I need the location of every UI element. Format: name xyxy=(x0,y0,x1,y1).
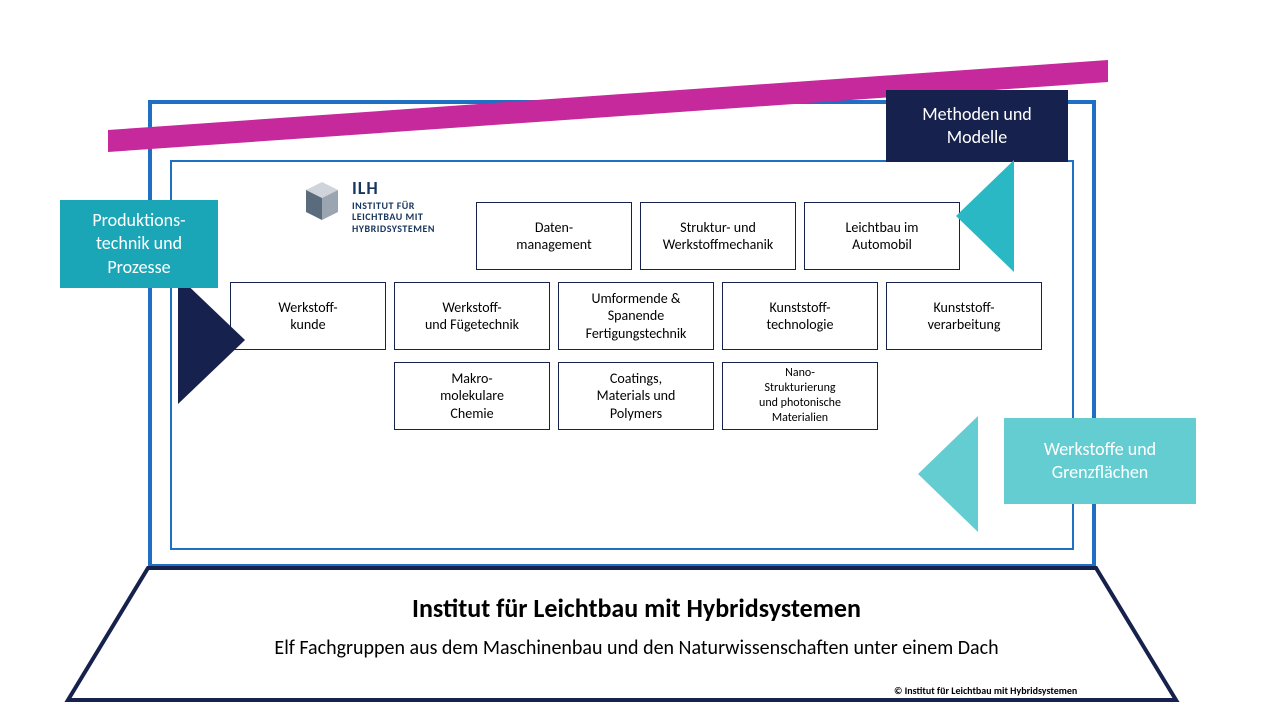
dept-box: Leichtbau imAutomobil xyxy=(804,202,960,270)
base-subtitle: Elf Fachgruppen aus dem Maschinenbau und… xyxy=(0,636,1273,660)
dept-box: Werkstoff-kunde xyxy=(230,282,386,350)
dept-box: Umformende &SpanendeFertigungstechnik xyxy=(558,282,714,350)
arrow-top-icon xyxy=(956,160,1014,272)
arrow-left-icon xyxy=(178,276,245,404)
dept-box: Struktur- undWerkstoffmechanik xyxy=(640,202,796,270)
callout-methoden: Methoden und Modelle xyxy=(886,90,1068,162)
logo-line3: HYBRIDSYSTEMEN xyxy=(352,222,435,235)
callout-werkstoffe: Werkstoffe und Grenzflächen xyxy=(1004,418,1196,504)
dept-box: Makro-molekulareChemie xyxy=(394,362,550,430)
dept-box: Coatings,Materials undPolymers xyxy=(558,362,714,430)
dept-box: Nano-Strukturierungund photonischeMateri… xyxy=(722,362,878,430)
logo-abbr: ILH xyxy=(352,178,435,199)
diagram-canvas: ILH INSTITUT FÜR LEICHTBAU MIT HYBRIDSYS… xyxy=(0,0,1273,717)
logo-cube-icon xyxy=(300,178,344,228)
ilh-logo: ILH INSTITUT FÜR LEICHTBAU MIT HYBRIDSYS… xyxy=(300,178,435,234)
callout-produktionstechnik: Produktions- technik und Prozesse xyxy=(60,200,218,288)
dept-box: Kunststoff-technologie xyxy=(722,282,878,350)
dept-box: Kunststoff-verarbeitung xyxy=(886,282,1042,350)
dept-box: Daten-management xyxy=(476,202,632,270)
logo-text: ILH INSTITUT FÜR LEICHTBAU MIT HYBRIDSYS… xyxy=(352,178,435,234)
copyright-text: © Institut für Leichtbau mit Hybridsyste… xyxy=(894,684,1077,697)
arrow-right-icon xyxy=(918,416,978,532)
base-title: Institut für Leichtbau mit Hybridsysteme… xyxy=(0,592,1273,624)
dept-box: Werkstoff-und Fügetechnik xyxy=(394,282,550,350)
